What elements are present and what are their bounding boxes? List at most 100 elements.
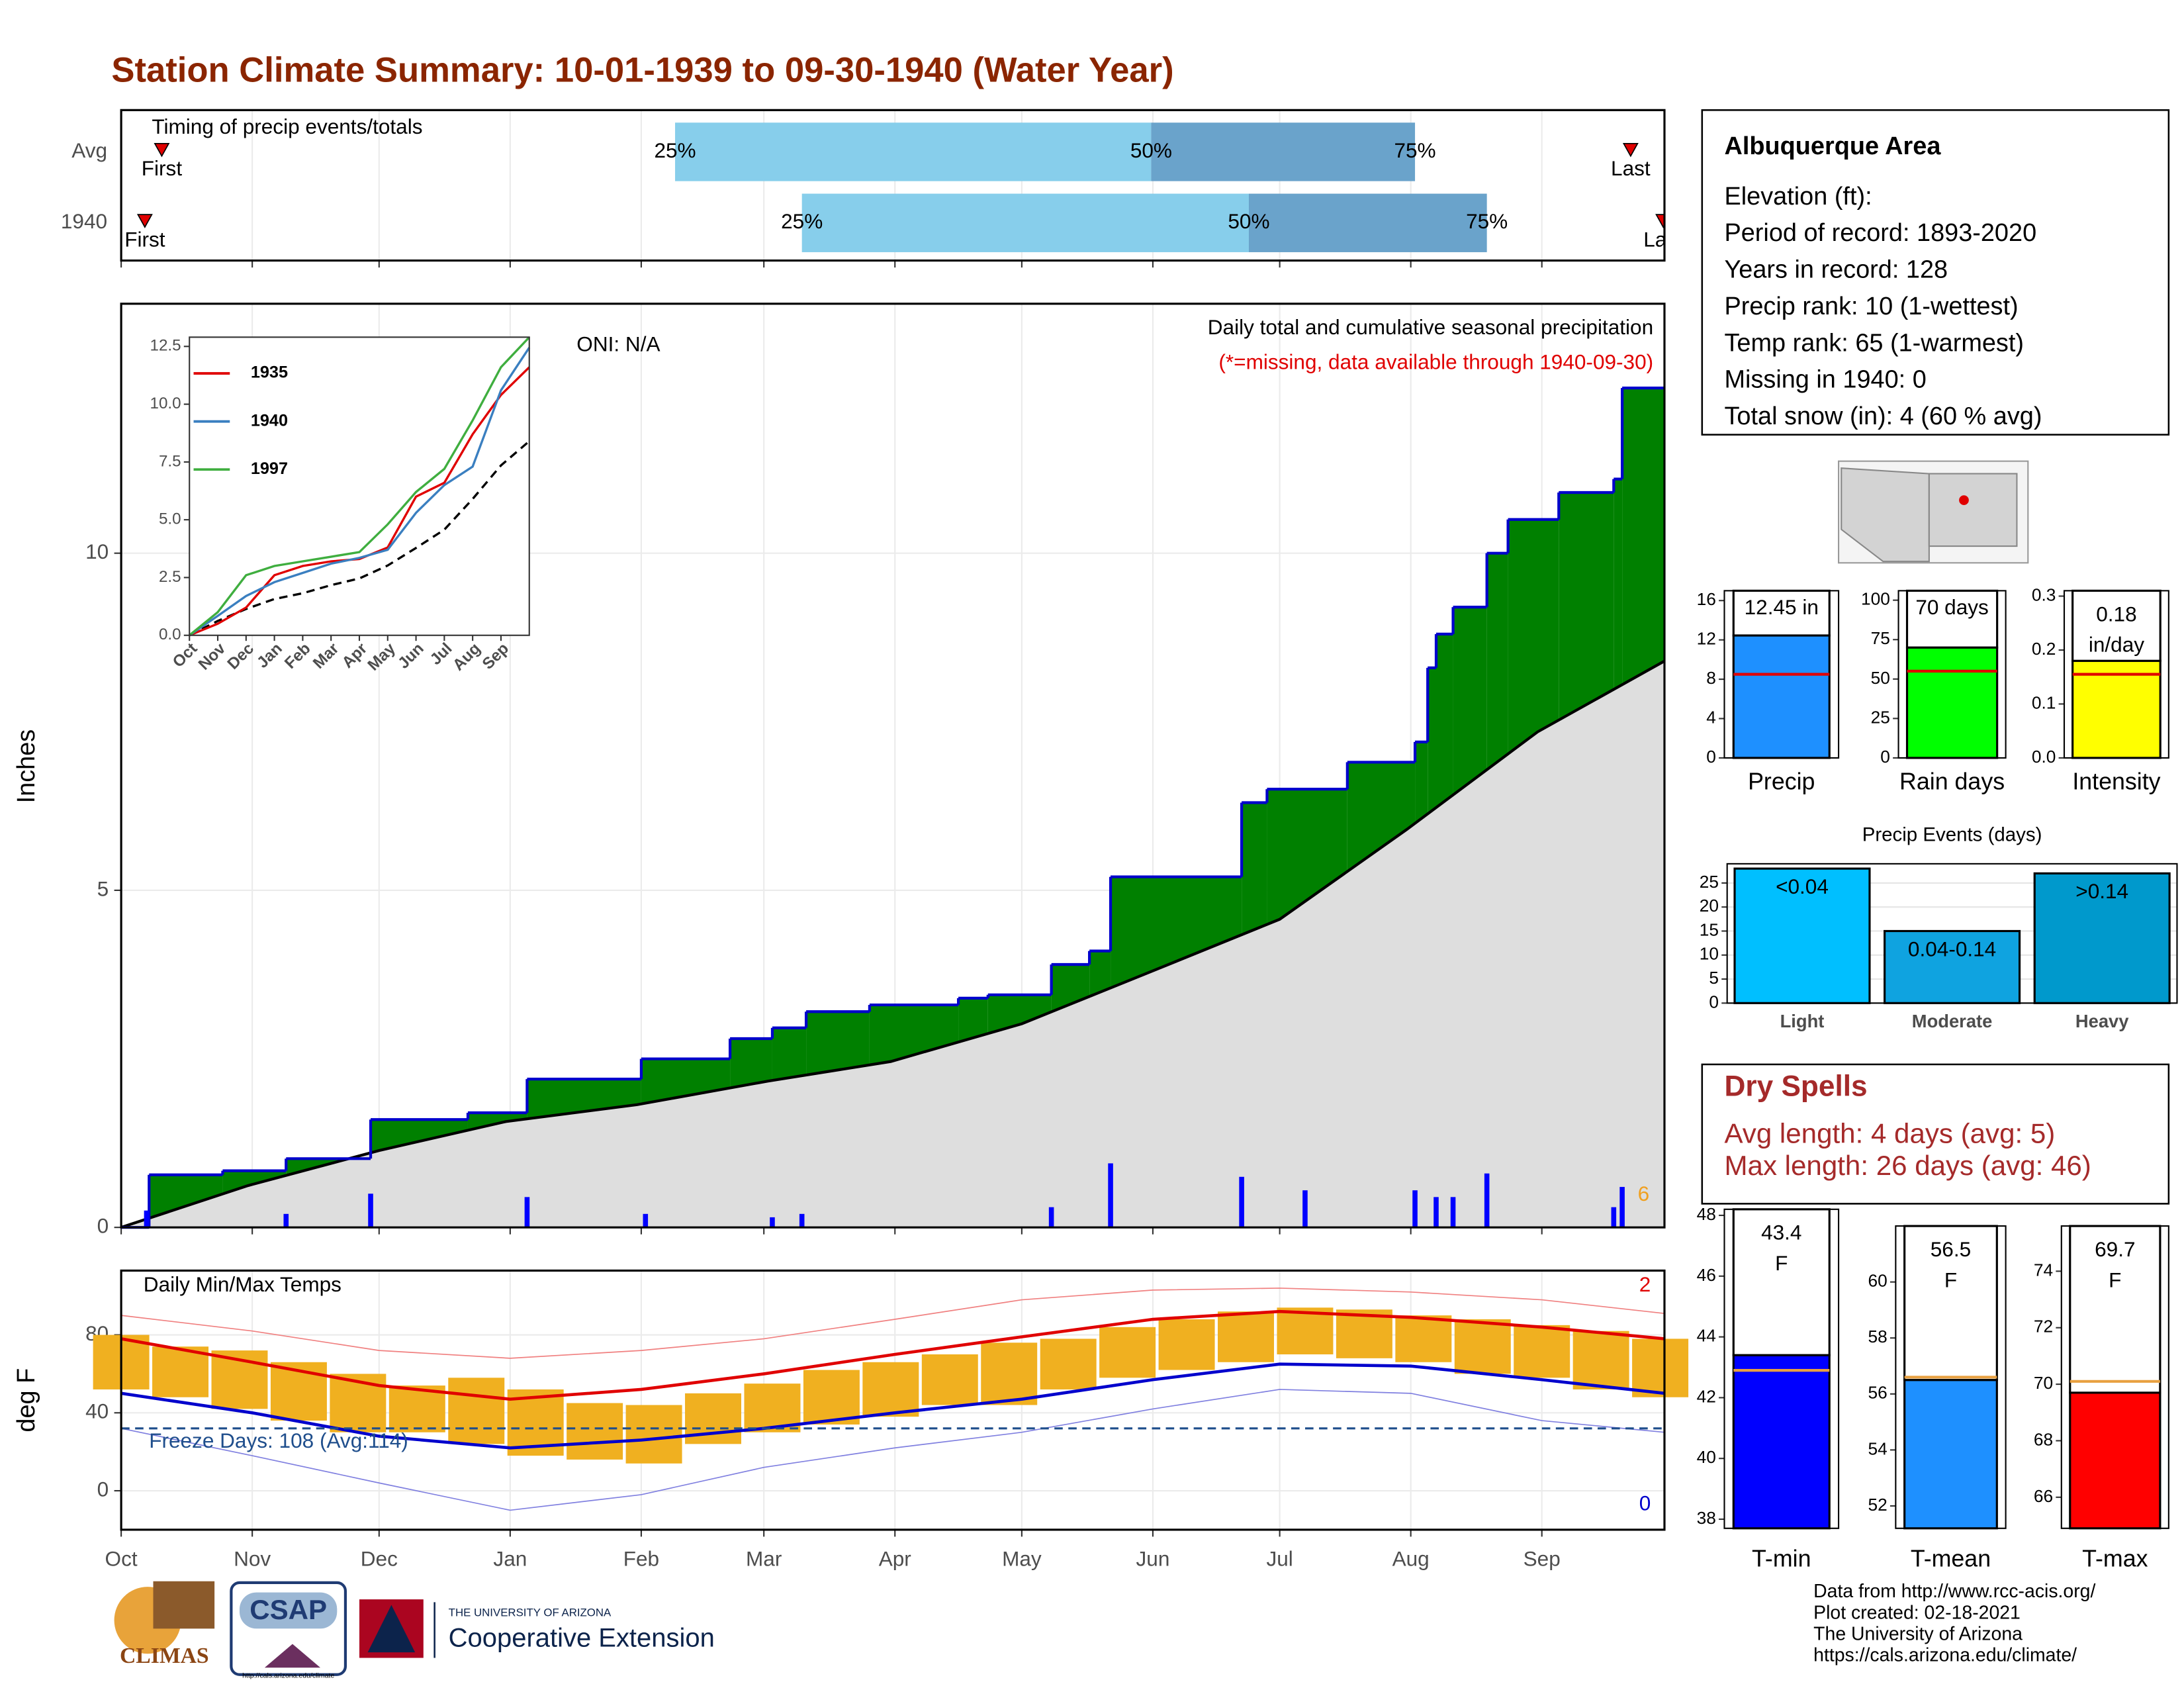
quartile-label: 50%: [1130, 138, 1172, 162]
quartile-bar: [675, 122, 1152, 181]
info-title: Albuquerque Area: [1724, 132, 1941, 160]
quartile-bar: [801, 193, 1249, 252]
y-axis-title: deg F: [13, 1368, 40, 1432]
y-axis-title: Inches: [13, 729, 40, 804]
legend-label: 1935: [251, 363, 288, 382]
bar-panel: 66 68 70 72 74 69.7 F T-max: [2034, 1225, 2169, 1572]
value-label: 70 days: [1915, 595, 1989, 619]
dry-spells-title: Dry Spells: [1724, 1070, 1867, 1102]
info-line: Precip rank: 10 (1-wettest): [1724, 293, 2018, 320]
station-dot: [1959, 495, 1969, 505]
category-label: Moderate: [1912, 1011, 1993, 1031]
daily-precip-bar: [643, 1213, 649, 1228]
dry-spell-line: Max length: 26 days (avg: 46): [1724, 1150, 2091, 1181]
daily-temp-bar: [803, 1370, 860, 1425]
category-label: T-mean: [1911, 1546, 1991, 1572]
y-tick-label: 46: [1697, 1265, 1716, 1285]
inset-bg: [189, 337, 529, 635]
bar-panel: 0 25 50 75 100 70 days Rain days: [1861, 589, 2007, 794]
quartile-label: 75%: [1466, 209, 1508, 233]
category-label: T-min: [1752, 1546, 1811, 1572]
map-state: [1841, 467, 1930, 563]
bar-label: >0.14: [2075, 879, 2128, 903]
y-tick-label: 0: [1706, 747, 1716, 767]
row-label: Avg: [71, 138, 107, 162]
y-tick-label: 48: [1697, 1204, 1716, 1224]
legend-label: 1940: [251, 411, 288, 430]
info-line: Missing in 1940: 0: [1724, 366, 1926, 394]
missing-note: (*=missing, data available through 1940-…: [1218, 350, 1653, 374]
daily-temp-bar: [1336, 1309, 1392, 1358]
quartile-label: 75%: [1394, 138, 1435, 162]
y-tick-label: 0.1: [2032, 692, 2056, 712]
x-tick-label: Jul: [1266, 1547, 1293, 1571]
y-tick-label: 5.0: [159, 510, 181, 528]
series-line: [189, 440, 530, 637]
daily-temp-bar: [1218, 1311, 1274, 1362]
daily-temp-bar: [448, 1378, 505, 1444]
info-line: Elevation (ft):: [1724, 183, 1872, 211]
footer-line: https://cals.arizona.edu/climate/: [1813, 1645, 2077, 1666]
x-tick-label: May: [1002, 1547, 1042, 1571]
legend-label: 1997: [251, 459, 288, 478]
series-line: [189, 366, 530, 637]
frame: [120, 1269, 1666, 1531]
ua-logo-a: [367, 1605, 416, 1653]
y-tick-label: 5: [97, 876, 109, 900]
footer-line: The University of Arizona: [1813, 1623, 2023, 1644]
daily-temp-bar: [1395, 1315, 1452, 1362]
event-marker: [1655, 214, 1664, 228]
y-tick-label: 8: [1706, 668, 1716, 688]
climas-emblem: [153, 1581, 215, 1629]
value-label: 0.18 in/day: [2089, 602, 2144, 657]
y-tick-label: 0.0: [159, 626, 181, 643]
csap-logo-text: CSAP: [250, 1594, 327, 1625]
bar-panel: 38 40 42 44 46 48 43.4 F T-min: [1697, 1204, 1840, 1572]
y-tick-label: 58: [1868, 1327, 1887, 1346]
daily-precip-bar: [799, 1213, 805, 1228]
daily-temp-bar: [1158, 1319, 1215, 1370]
y-tick-label: 0: [97, 1214, 109, 1238]
precip-panel: 0 5 10 ONI: N/A Daily total and cumulative s…: [13, 303, 1666, 1238]
timing-title: Timing of precip events/totals: [152, 115, 422, 138]
last-label: Last: [1643, 227, 1683, 251]
daily-temp-bar: [981, 1342, 1038, 1405]
oni-label: ONI: N/A: [576, 332, 660, 355]
x-tick-label: Jun: [1136, 1547, 1170, 1571]
quartile-bar: [1248, 193, 1487, 252]
daily-precip-bar: [1048, 1207, 1054, 1228]
y-tick-label: 68: [2034, 1429, 2053, 1449]
row-label: 1940: [61, 209, 107, 233]
y-tick-label: 0.3: [2032, 585, 2056, 604]
value-label: 12.45 in: [1745, 595, 1819, 619]
quartile-label: 25%: [781, 209, 823, 233]
daily-temp-bar: [625, 1405, 682, 1464]
category-label: T-max: [2082, 1546, 2148, 1572]
bar-panel: 0.0 0.1 0.2 0.3 0.18 in/day Intensity: [2032, 585, 2169, 794]
label-box: [1903, 1225, 1998, 1382]
info-line: Period of record: 1893-2020: [1724, 219, 2036, 247]
quartile-label: 25%: [654, 138, 696, 162]
y-tick-label: 75: [1871, 628, 1890, 648]
y-tick-label: 0.2: [2032, 639, 2056, 659]
ua-big-text: Cooperative Extension: [449, 1624, 715, 1653]
csap-url: http://cals.arizona.edu/climate: [242, 1672, 334, 1680]
frame: [1726, 863, 2178, 1004]
daily-precip-bar: [1484, 1173, 1490, 1228]
bar-label: 0.04-0.14: [1908, 937, 1996, 961]
series-line: [189, 336, 530, 637]
y-tick-label: 0: [1709, 992, 1719, 1011]
climas-logo-text: CLIMAS: [120, 1644, 209, 1668]
csap-mountain: [264, 1644, 321, 1668]
frame: [1897, 590, 2007, 759]
label-box: [2069, 1225, 2161, 1394]
record-min-line: [120, 1389, 1665, 1511]
x-tick-label: Oct: [105, 1547, 138, 1571]
y-tick-label: 25: [1700, 872, 1719, 892]
category-label: Precip: [1748, 768, 1815, 794]
daily-precip-bar: [1412, 1190, 1418, 1228]
avg-min-line: [120, 1362, 1665, 1450]
dry-spells-box: [1701, 1063, 2170, 1205]
value-label: 69.7 F: [2095, 1237, 2135, 1291]
